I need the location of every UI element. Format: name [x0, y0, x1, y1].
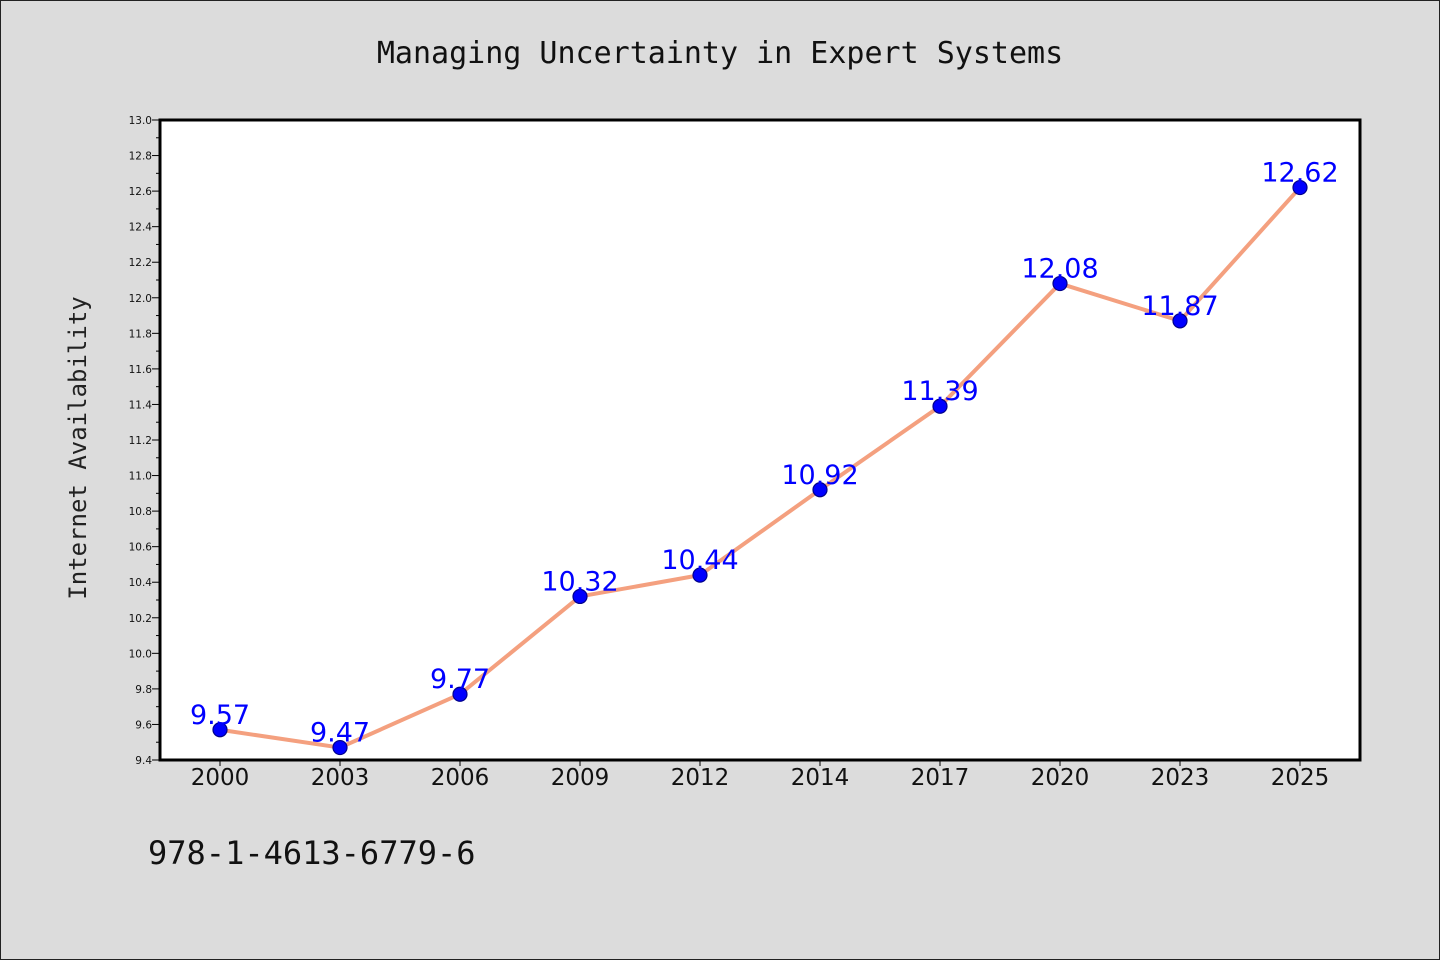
data-label: 9.57	[190, 700, 250, 731]
y-axis-label: Internet Availability	[64, 296, 92, 599]
data-label: 9.47	[310, 718, 370, 749]
y-axis: 9.4 9.6 9.8 10.0 10.2 10.4 10.6 10.8 11.0 11.2 11.…	[129, 115, 160, 767]
data-label: 9.77	[430, 664, 490, 695]
x-tick-label: 2012	[671, 765, 730, 791]
data-point	[1052, 275, 1068, 292]
data-point	[1172, 313, 1188, 329]
data-label: 10.44	[661, 545, 738, 576]
data-label: 12.62	[1261, 158, 1338, 189]
y-tick-label: 10.0	[129, 648, 152, 660]
data-label: 10.32	[541, 566, 618, 597]
x-tick-label: 2009	[551, 765, 610, 791]
y-tick-label: 10.6	[129, 542, 153, 554]
data-point	[212, 722, 228, 738]
y-tick-label: 11.4	[129, 399, 153, 411]
y-tick-label: 11.6	[129, 364, 153, 376]
data-label: 12.08	[1021, 254, 1098, 285]
y-tick-label: 11.8	[129, 328, 152, 340]
data-label: 10.92	[781, 460, 858, 491]
chart-title: Managing Uncertainty in Expert Systems	[377, 36, 1063, 71]
data-point	[692, 567, 708, 583]
y-tick-label: 11.2	[129, 435, 152, 447]
series-markers	[212, 179, 1308, 756]
y-tick-label: 9.8	[135, 684, 152, 696]
y-tick-label: 12.2	[129, 257, 152, 269]
plot-area	[160, 120, 1360, 760]
data-label: 11.87	[1141, 291, 1218, 322]
data-point	[332, 739, 348, 756]
data-label: 11.39	[901, 376, 978, 407]
y-tick-label: 10.2	[129, 613, 152, 625]
x-tick-label: 2020	[1031, 765, 1090, 791]
y-tick-label: 12.6	[129, 186, 153, 198]
data-point	[452, 686, 468, 702]
y-tick-label: 9.6	[135, 719, 152, 731]
y-tick-label: 13.0	[129, 115, 152, 127]
x-tick-label: 2023	[1151, 765, 1210, 791]
x-tick-label: 2017	[911, 765, 970, 791]
x-tick-label: 2025	[1271, 765, 1330, 791]
y-tick-label: 11.0	[129, 471, 152, 483]
x-tick-label: 2014	[791, 765, 850, 791]
x-tick-label: 2000	[191, 765, 250, 791]
data-point	[1292, 179, 1308, 196]
plot-frame	[158, 118, 1362, 762]
y-tick-label: 12.8	[129, 151, 152, 163]
series-line	[219, 186, 1302, 750]
y-tick-label: 10.8	[129, 506, 152, 518]
x-axis: 2000 2003 2006 2009 2012 2014 2017 2020 2023 2025	[191, 760, 1330, 791]
y-tick-label: 12.0	[129, 293, 152, 305]
data-point	[812, 482, 828, 498]
x-tick-label: 2003	[311, 765, 370, 791]
isbn-text: 978-1-4613-6779-6	[148, 834, 476, 872]
data-labels: 9.57 9.47 9.77 10.32 10.44 10.92 11.39 12.08 11.…	[190, 158, 1339, 749]
y-tick-label: 9.4	[135, 755, 152, 767]
y-tick-label: 12.4	[129, 222, 153, 234]
y-tick-label: 10.4	[129, 577, 153, 589]
data-point	[572, 588, 588, 605]
x-tick-label: 2006	[431, 765, 490, 791]
data-point	[932, 398, 948, 414]
